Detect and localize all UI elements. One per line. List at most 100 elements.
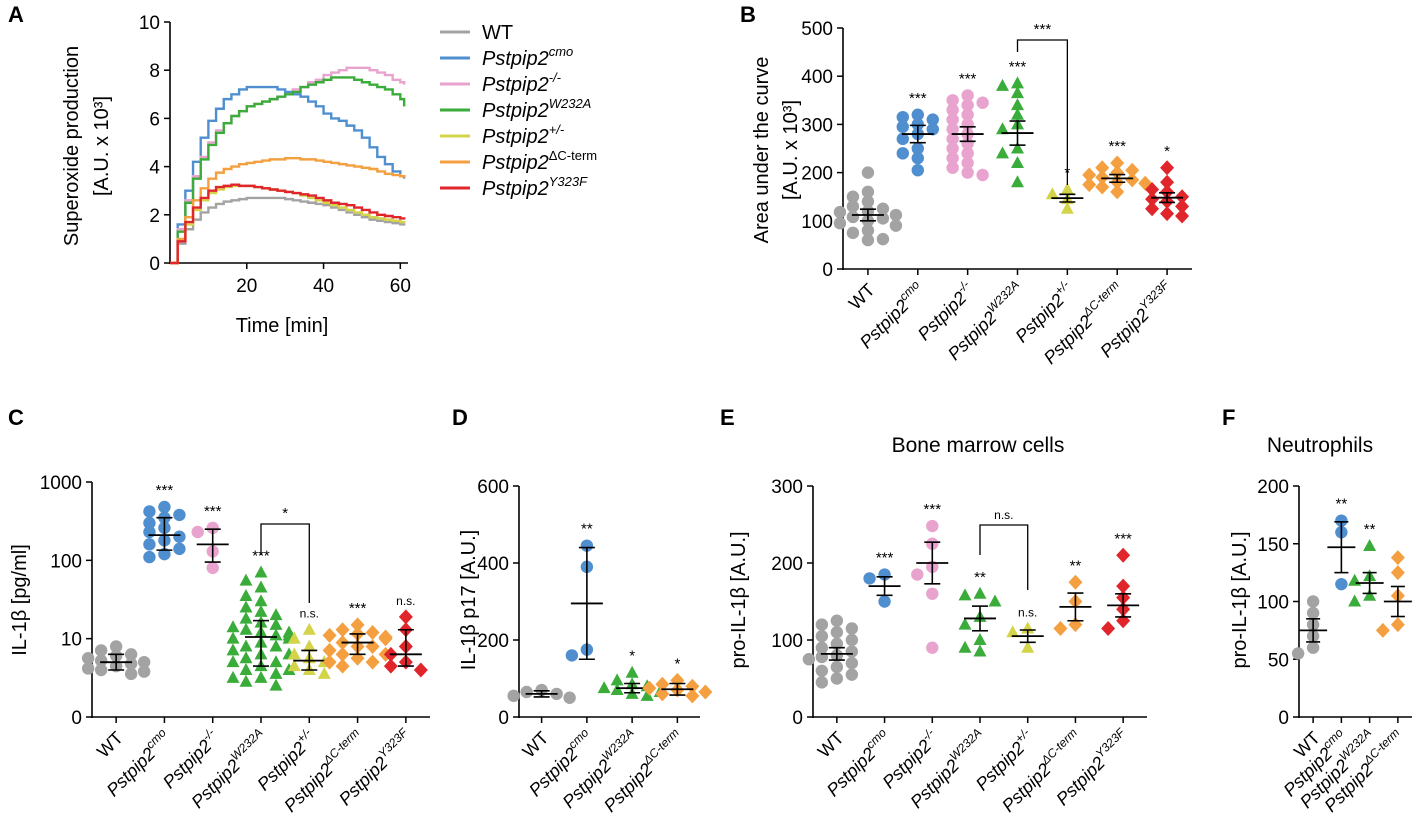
panel-f-data-point [1335, 577, 1348, 591]
panel-d-significance-label: * [629, 648, 635, 665]
panel-c-ytick-label: 100 [50, 551, 82, 572]
panel-b-data-point [1082, 167, 1097, 183]
panel-c-data-point [239, 674, 253, 687]
panel-c-ytick-label: 0 [71, 708, 82, 729]
panel-f-data-point [1306, 595, 1320, 608]
panel-e-data-point [1101, 620, 1116, 636]
panel-e-data-point [926, 587, 939, 600]
panel-e-data-point [1021, 640, 1035, 653]
panel-b-data-point [1145, 201, 1160, 217]
panel-d-category-label: WT [519, 728, 553, 762]
panel-e-bracket-label: n.s. [994, 508, 1013, 522]
panel-f-title: Neutrophils [1267, 434, 1373, 457]
panel-b-comparison-bracket [1016, 39, 1069, 185]
panel-b-data-point [896, 120, 909, 134]
panel-e-data-point [815, 641, 829, 654]
panel-b-data-point [896, 132, 909, 146]
panel-e-ytick-label: 200 [771, 554, 803, 575]
panel-d-data-point [520, 685, 533, 699]
panel-b-data-point [911, 108, 924, 121]
panel-b-data-point [926, 123, 939, 136]
panel-c-significance-label: *** [204, 503, 222, 520]
panel-b-data-point [1082, 177, 1097, 193]
panel-a-ytick-label: 4 [149, 158, 160, 179]
panel-b-data-point [1125, 172, 1140, 188]
panel-b-data-point [946, 94, 959, 107]
panel-c-data-point [124, 648, 138, 661]
panel-b-significance-label: *** [1108, 138, 1126, 155]
panel-b-significance-label: *** [909, 90, 927, 107]
panel-c-data-point [158, 500, 171, 514]
panel-f-significance-label: ** [1364, 521, 1376, 538]
panel-c-data-point [124, 657, 138, 670]
panel-e-data-point [863, 572, 876, 585]
panel-b-data-point [1011, 86, 1024, 99]
panel-a-plot: 0 2 4 6 8 10 20 40 60 [139, 13, 411, 297]
panel-a-series-line [170, 156, 406, 265]
panel-c-data-point [226, 631, 240, 644]
panel-d-ylabel: IL-1β p17 [A.U.] [458, 530, 480, 670]
panel-d-data-point [625, 665, 639, 678]
panel-b-data-point [861, 166, 875, 179]
panel-a-ytick-label: 2 [149, 206, 160, 227]
legend-label: Pstpip2Y323F [482, 174, 588, 200]
panel-c-data-point [206, 561, 219, 575]
panel-a-series-line [170, 183, 406, 265]
panel-b-data-point [961, 147, 974, 160]
panel-c-significance-label: *** [156, 482, 174, 499]
panel-b-data-point [911, 151, 924, 165]
panel-b-ytick-label: 0 [822, 260, 833, 281]
panel-d-data-point [565, 649, 579, 662]
panel-c-data-point [239, 611, 253, 624]
panel-b-data-point [946, 113, 959, 126]
panel-c-data-point [226, 643, 240, 656]
panel-f-data-point [1390, 617, 1405, 633]
panel-e-data-point [845, 656, 859, 670]
panel-b-data-point [1011, 107, 1024, 120]
panel-c-bracket-label: * [282, 505, 288, 522]
panel-d-ytick-label: 400 [477, 554, 509, 575]
panel-c-data-point [158, 547, 171, 561]
panel-b-data-point [961, 98, 974, 112]
panel-d-significance-label: ** [581, 521, 593, 538]
panel-b-data-point [1125, 162, 1140, 178]
panel-e-data-point [1116, 547, 1131, 563]
legend-label: Pstpip2cmo [482, 44, 573, 70]
panel-c-data-point [302, 639, 316, 652]
panel-letter-a: A [8, 2, 24, 27]
panel-c-data-point [335, 646, 350, 662]
panel-b-data-point [1110, 184, 1125, 200]
panel-letter-b: B [740, 2, 756, 27]
panel-b-data-point [861, 233, 875, 247]
panel-b-data-point [961, 108, 974, 121]
panel-f-data-point [1375, 622, 1390, 638]
panel-f-data-point [1363, 539, 1377, 552]
panel-b-data-point [996, 146, 1009, 159]
panel-c-data-point [239, 573, 253, 586]
panel-b-data-point [896, 147, 909, 160]
legend-label: Pstpip2W232A [482, 96, 591, 122]
panel-c-data-point [269, 608, 283, 621]
panel-c-data-point [143, 525, 156, 539]
panel-f-data-point [1390, 550, 1405, 566]
panel-d-ytick-label: 200 [477, 631, 509, 652]
panel-c-data-point [302, 622, 316, 635]
panel-e-data-point [830, 614, 844, 627]
panel-c-ylabel: IL-1β [pg/ml] [9, 544, 31, 656]
panel-d-plot: 0200400600WT**Pstpip2cmo*Pstpip2W232A*Ps… [477, 477, 713, 816]
panel-c-data-point [365, 639, 380, 654]
panel-c-data-point [269, 655, 283, 668]
panel-b-significance-label: * [1164, 143, 1170, 160]
panel-e-data-point [926, 641, 939, 654]
panel-b-ytick-label: 400 [801, 67, 833, 88]
panel-c-data-point [322, 654, 337, 670]
panel-b-data-point [1145, 191, 1160, 207]
panel-e-significance-label: ** [1070, 557, 1082, 574]
panel-c-data-point [109, 640, 123, 653]
panel-e-data-point [1116, 578, 1131, 594]
panel-b-data-point [961, 156, 974, 170]
panel-f-data-point [1306, 606, 1320, 620]
panel-e-data-point [815, 650, 829, 664]
legend-label: WT [482, 22, 513, 44]
